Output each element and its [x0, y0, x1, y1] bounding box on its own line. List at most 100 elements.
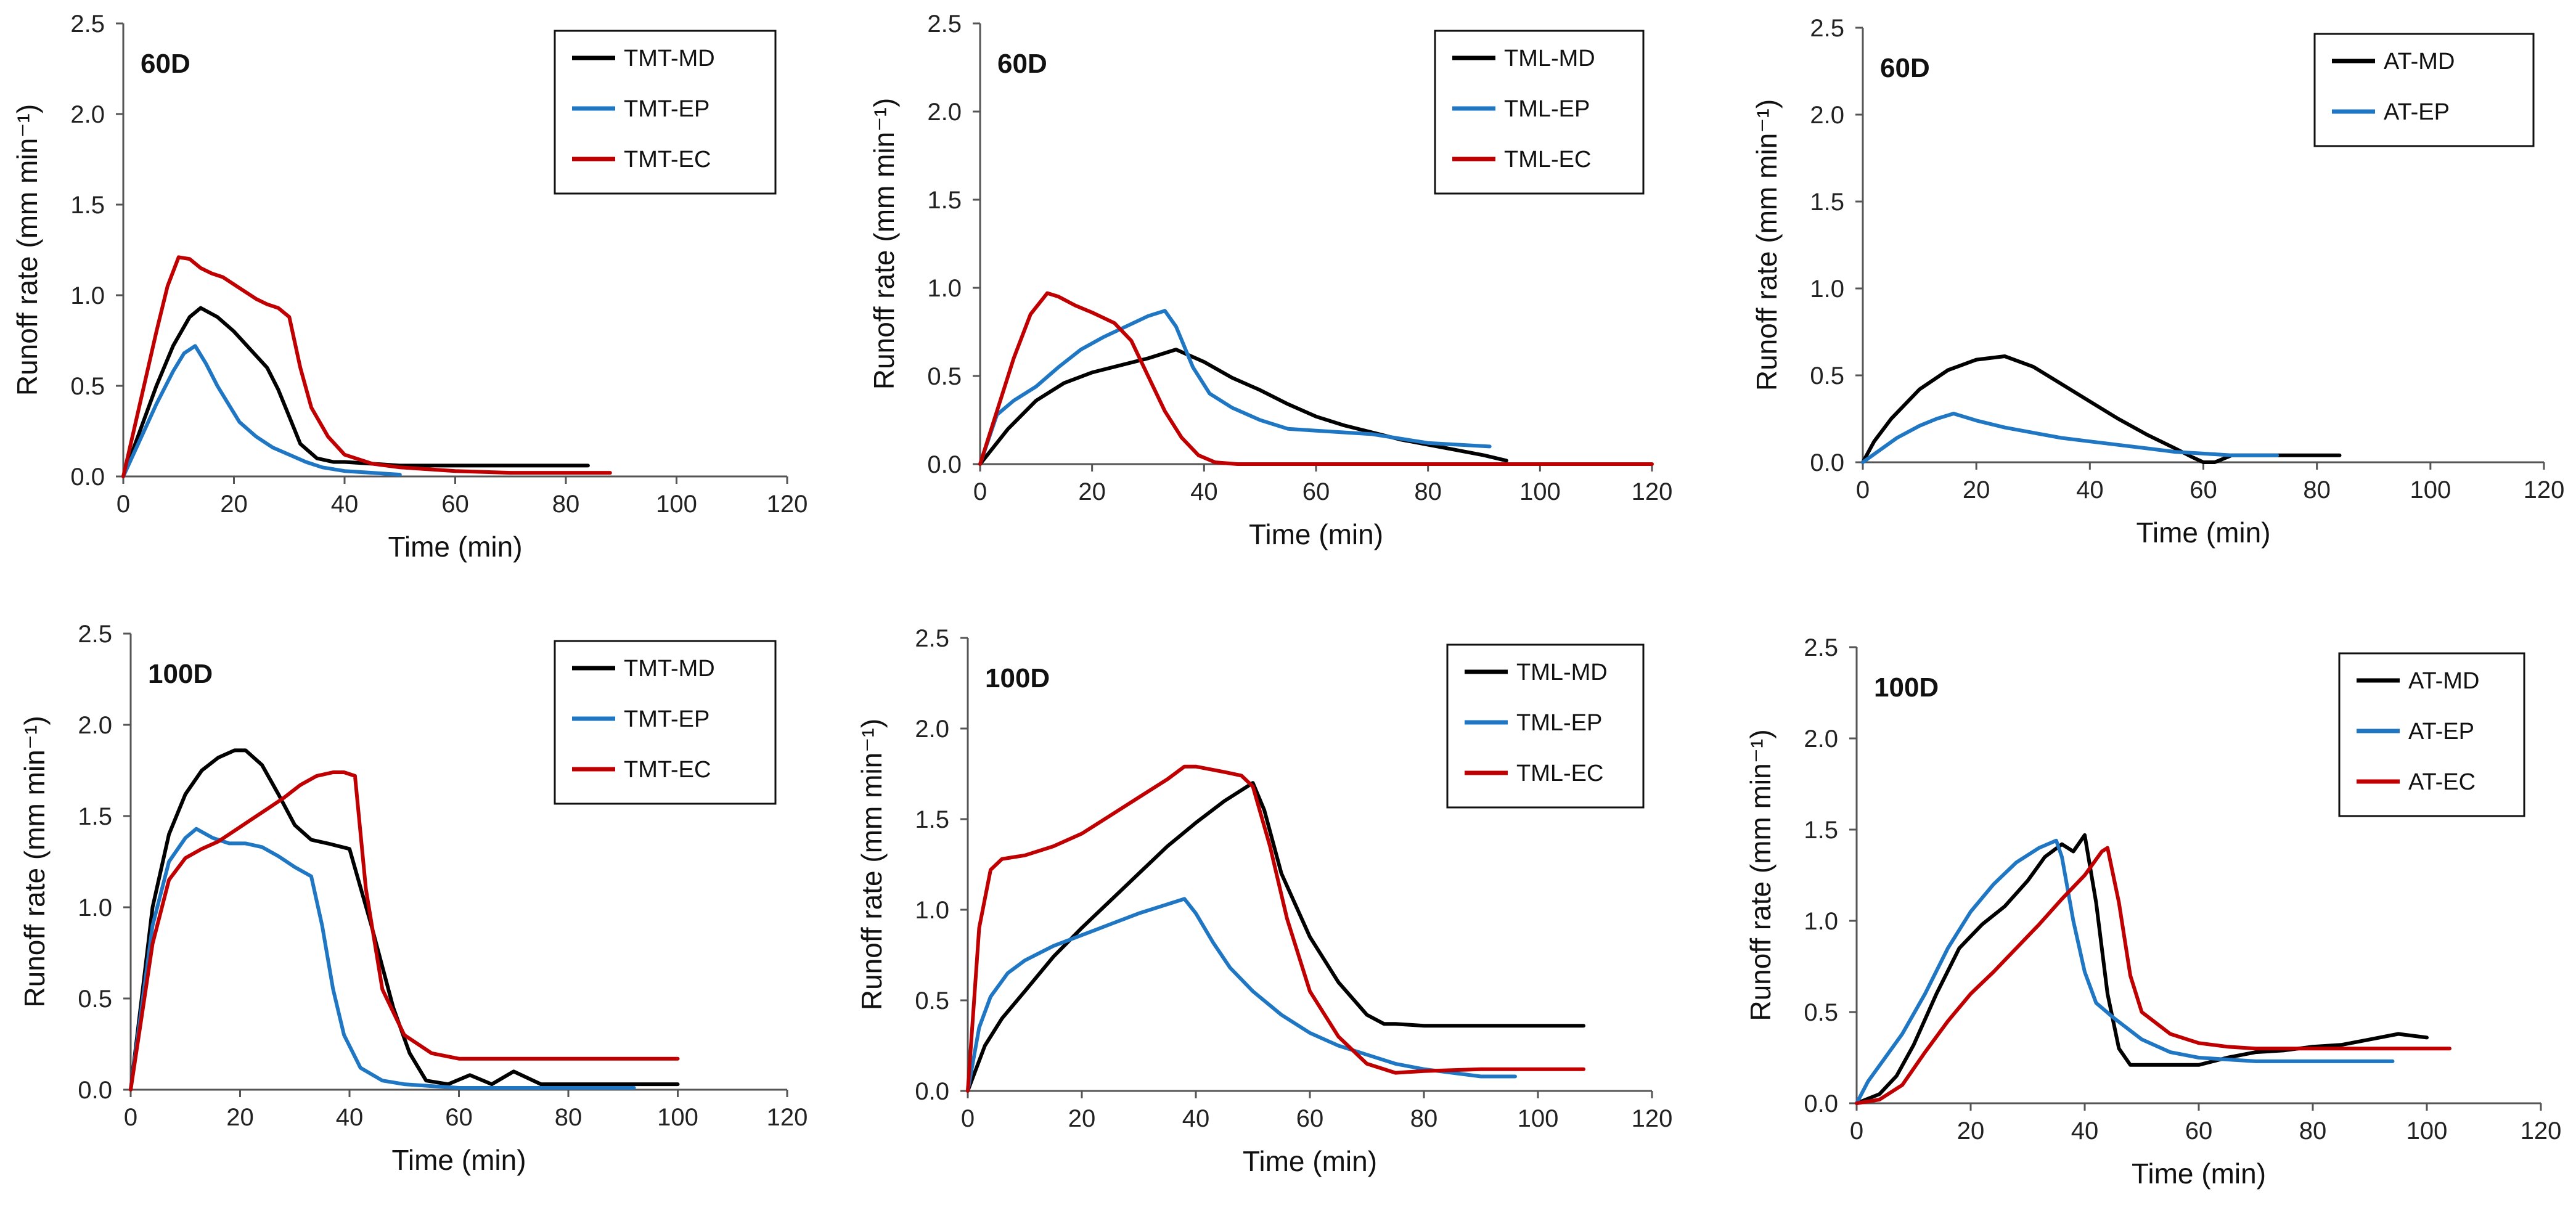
- legend-label: AT-EC: [2408, 769, 2476, 795]
- x-axis-title: Time (min): [391, 1144, 526, 1176]
- legend-label: TML-MD: [1516, 659, 1608, 685]
- panel-tag: 60D: [1880, 53, 1930, 83]
- y-axis-title: Runoff rate (mm min⁻¹): [856, 719, 888, 1010]
- y-tick-label: 2.5: [1804, 634, 1838, 661]
- y-tick-label: 2.0: [1804, 725, 1838, 753]
- y-tick-label: 1.0: [78, 894, 112, 921]
- y-tick-label: 2.0: [70, 101, 105, 128]
- y-tick-label: 0.5: [70, 373, 105, 400]
- x-axis-title: Time (min): [1249, 518, 1383, 550]
- y-tick-label: 2.0: [915, 716, 949, 743]
- x-tick-label: 20: [1963, 476, 1990, 504]
- x-tick-label: 20: [1957, 1117, 1985, 1145]
- y-tick-label: 2.0: [78, 712, 112, 739]
- y-tick-label: 2.5: [78, 621, 112, 648]
- y-tick-label: 2.5: [927, 10, 962, 38]
- x-axis-title: Time (min): [2132, 1158, 2266, 1190]
- x-tick-label: 80: [2299, 1117, 2327, 1145]
- legend-label: TMT-EP: [624, 96, 709, 122]
- chart-panel-3: 0 20 40 60 80 100 120 0.0 0.5 1.0 1.5 2.0 2.5 Time (m…: [1751, 15, 2565, 549]
- x-tick-label: 60: [1302, 478, 1330, 505]
- y-tick-label: 1.0: [70, 282, 105, 309]
- legend-label: AT-EP: [2384, 99, 2450, 125]
- legend-label: AT-EP: [2408, 719, 2474, 745]
- y-tick-label: 0.0: [78, 1077, 112, 1104]
- y-tick-label: 0.0: [1804, 1090, 1838, 1117]
- y-tick-label: 1.0: [927, 275, 962, 302]
- x-tick-label: 100: [657, 1104, 698, 1131]
- x-tick-label: 80: [552, 491, 580, 518]
- x-tick-label: 120: [767, 1104, 808, 1131]
- y-tick-label: 2.0: [927, 99, 962, 126]
- panel-tag: 100D: [1874, 672, 1939, 703]
- series-line-tmt-ec: [129, 770, 680, 1092]
- y-axis-title: Runoff rate (mm min⁻¹): [11, 104, 43, 396]
- y-tick-label: 1.5: [70, 192, 105, 219]
- series-line-tml-ep: [966, 897, 1517, 1093]
- x-tick-label: 20: [1068, 1105, 1096, 1132]
- legend-label: TML-MD: [1504, 46, 1595, 71]
- x-axis-title: Time (min): [1243, 1145, 1377, 1177]
- legend-label: TML-EP: [1516, 710, 1602, 736]
- x-tick-label: 40: [331, 491, 359, 518]
- legend-label: TMT-MD: [624, 46, 715, 71]
- x-tick-label: 20: [226, 1104, 254, 1131]
- chart-panel-6: 0 20 40 60 80 100 120 0.0 0.5 1.0 1.5 2.0 2.5 Time (m…: [1744, 634, 2562, 1190]
- x-tick-label: 100: [2406, 1117, 2448, 1145]
- y-tick-label: 2.5: [1810, 15, 1844, 42]
- series-line-tml-md: [966, 781, 1585, 1093]
- y-tick-label: 0.5: [927, 363, 962, 390]
- series-line-tmt-ep: [121, 344, 402, 478]
- legend-box: [2313, 33, 2535, 147]
- y-tick-label: 0.5: [1804, 999, 1838, 1026]
- x-tick-label: 60: [1296, 1105, 1324, 1132]
- legend-label: AT-MD: [2408, 668, 2479, 694]
- x-tick-label: 60: [2185, 1117, 2213, 1145]
- legend-label: TMT-EC: [624, 147, 711, 173]
- series-line-tmt-md: [129, 748, 680, 1092]
- x-tick-label: 20: [220, 491, 248, 518]
- y-tick-label: 1.5: [1810, 189, 1844, 216]
- legend-label: TMT-EC: [624, 757, 711, 783]
- legend-label: TML-EC: [1504, 147, 1591, 173]
- series-line-tml-ep: [978, 309, 1492, 466]
- y-tick-label: 0.0: [915, 1078, 949, 1105]
- y-tick-label: 2.0: [1810, 102, 1844, 129]
- x-tick-label: 80: [2303, 476, 2331, 504]
- y-tick-label: 0.5: [78, 986, 112, 1013]
- x-tick-label: 120: [1632, 1105, 1673, 1132]
- x-tick-label: 0: [1850, 1117, 1863, 1145]
- y-axis-title: Runoff rate (mm min⁻¹): [868, 98, 900, 390]
- y-tick-label: 0.0: [1810, 449, 1844, 476]
- panel-tag: 60D: [141, 49, 190, 79]
- panel-tag: 60D: [997, 49, 1047, 79]
- x-tick-label: 120: [2521, 1117, 2562, 1145]
- x-tick-label: 20: [1078, 478, 1106, 505]
- x-axis-title: Time (min): [388, 531, 522, 563]
- x-tick-label: 0: [1856, 476, 1870, 504]
- legend-label: TMT-MD: [624, 656, 715, 682]
- legend-label: TML-EP: [1504, 96, 1590, 122]
- x-tick-label: 100: [1518, 1105, 1559, 1132]
- x-tick-label: 60: [445, 1104, 473, 1131]
- x-tick-label: 0: [124, 1104, 137, 1131]
- x-tick-label: 0: [973, 478, 987, 505]
- y-tick-label: 1.0: [1804, 908, 1838, 935]
- y-tick-label: 1.0: [915, 897, 949, 924]
- panel-tag: 100D: [985, 663, 1050, 693]
- x-tick-label: 120: [767, 491, 808, 518]
- series-line-tmt-ec: [121, 255, 612, 478]
- series-line-tmt-md: [121, 306, 590, 478]
- x-tick-label: 0: [117, 491, 130, 518]
- y-tick-label: 1.5: [78, 803, 112, 830]
- legend-label: AT-MD: [2384, 49, 2455, 75]
- series-line-at-ep: [1855, 838, 2395, 1105]
- legend-label: TMT-EP: [624, 706, 709, 732]
- x-tick-label: 40: [1190, 478, 1218, 505]
- x-tick-label: 0: [961, 1105, 975, 1132]
- chart-panel-2: 0 20 40 60 80 100 120 0.0 0.5 1.0 1.5 2.0 2.5 Time (m…: [868, 10, 1672, 550]
- x-tick-label: 100: [656, 491, 697, 518]
- series-line-tmt-ep: [129, 827, 636, 1092]
- chart-panel-1: 0 20 40 60 80 100 120 0.0 0.5 1.0 1.5 2.0 2.5 Time (m…: [11, 10, 808, 563]
- x-tick-label: 120: [2524, 476, 2565, 504]
